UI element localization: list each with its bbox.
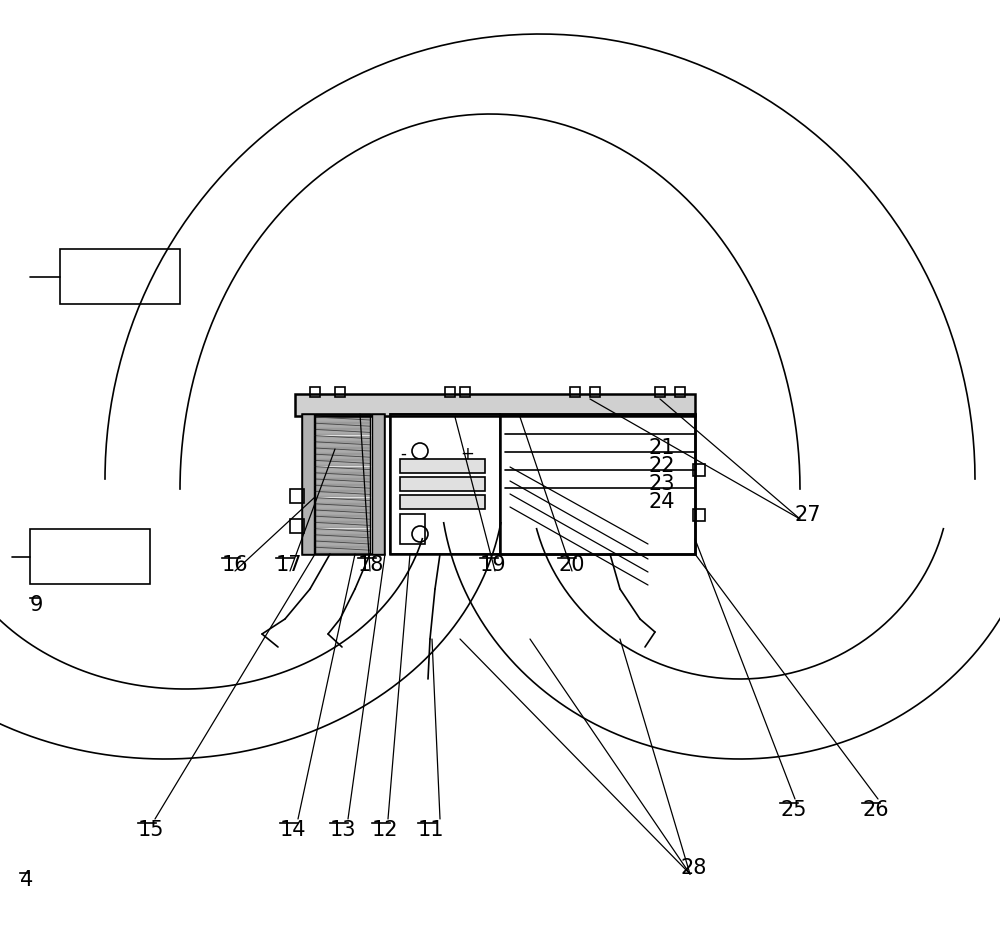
Text: 25: 25: [780, 799, 806, 819]
Bar: [570, 387, 580, 398]
Bar: [60, 249, 180, 305]
Text: 22: 22: [648, 455, 674, 475]
Bar: [302, 414, 384, 554]
Bar: [693, 509, 705, 522]
Bar: [315, 414, 370, 554]
Text: 4: 4: [20, 869, 33, 889]
Bar: [675, 387, 685, 398]
Bar: [445, 387, 455, 398]
Text: 21: 21: [648, 438, 674, 458]
Text: 9: 9: [30, 594, 43, 614]
Text: 16: 16: [222, 554, 249, 574]
Bar: [335, 387, 345, 398]
Bar: [390, 414, 500, 554]
Text: +: +: [460, 445, 474, 463]
Text: 18: 18: [358, 554, 384, 574]
Text: 20: 20: [558, 554, 584, 574]
Bar: [290, 520, 304, 533]
Bar: [400, 495, 485, 509]
Text: 24: 24: [648, 491, 674, 511]
Text: 14: 14: [280, 819, 307, 839]
Text: 23: 23: [648, 473, 674, 493]
Text: 27: 27: [795, 505, 822, 525]
Text: 15: 15: [138, 819, 165, 839]
Bar: [372, 414, 384, 554]
Bar: [302, 414, 314, 554]
Bar: [30, 529, 150, 585]
Bar: [310, 387, 320, 398]
Text: 13: 13: [330, 819, 357, 839]
Text: -: -: [400, 445, 406, 463]
Bar: [590, 387, 600, 398]
Bar: [693, 465, 705, 477]
Bar: [400, 514, 425, 545]
Text: 11: 11: [418, 819, 445, 839]
Bar: [400, 460, 485, 473]
Text: 17: 17: [276, 554, 303, 574]
Bar: [500, 414, 695, 554]
Bar: [400, 478, 485, 491]
Bar: [390, 414, 695, 554]
Bar: [295, 394, 695, 417]
Text: 28: 28: [680, 857, 706, 877]
Bar: [290, 489, 304, 504]
Text: 12: 12: [372, 819, 399, 839]
Bar: [655, 387, 665, 398]
Text: 26: 26: [862, 799, 889, 819]
Text: 19: 19: [480, 554, 507, 574]
Bar: [460, 387, 470, 398]
